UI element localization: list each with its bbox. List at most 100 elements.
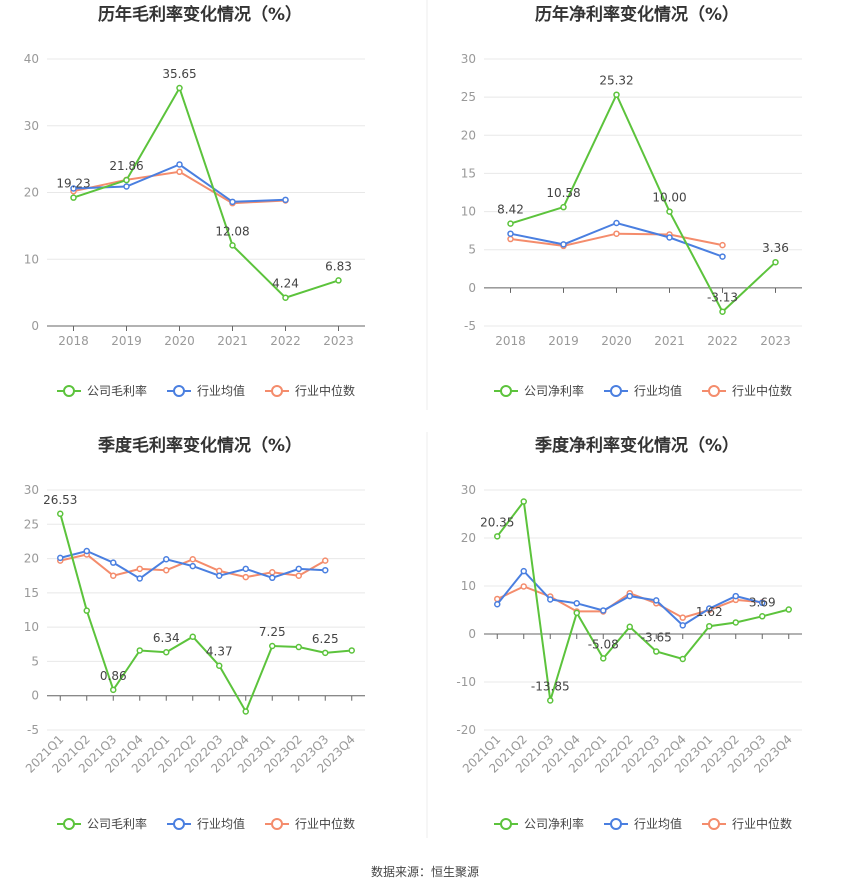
chart1-legend-label-2: 行业均值 [197, 383, 245, 398]
chart3-series1-point [110, 686, 117, 694]
chart3-data-label: 7.25 [259, 625, 286, 639]
chart4-series1-point [626, 623, 633, 631]
chart3-series3-point [189, 556, 196, 563]
chart3-ytick-label: -5 [27, 723, 39, 737]
chart1-ytick-label: 30 [24, 119, 39, 133]
chart2-legend-label-3: 行业中位数 [732, 383, 792, 398]
chart3-ytick-label: 0 [31, 689, 39, 703]
chart1-xtick-label: 2022 [270, 334, 301, 348]
data-source-note: 数据来源：恒生聚源 [371, 864, 479, 879]
chart4-series2-point [547, 596, 554, 603]
chart4-ytick-label: -10 [456, 675, 476, 689]
chart1-data-label: 6.83 [325, 259, 352, 273]
chart4-series2-point [573, 600, 580, 607]
chart4-series1-point [732, 619, 739, 626]
chart1-series2-point [176, 161, 183, 168]
chart4-series1-point [653, 648, 660, 655]
chart3-legend-marker-1 [63, 818, 75, 830]
chart4-series1-point [547, 697, 554, 704]
chart3-series3-point [110, 572, 117, 579]
chart2-xtick-label: 2018 [495, 334, 526, 348]
chart3-legend-label-2: 行业均值 [197, 816, 245, 831]
chart4-legend-marker-2 [610, 818, 622, 830]
chart4-series1-point [679, 655, 686, 663]
chart1-series1-point [176, 84, 183, 92]
chart3-data-label: 6.25 [312, 632, 339, 646]
chart3-series2-point [216, 572, 223, 579]
chart3-data-label: 4.37 [206, 645, 233, 659]
chart4-ytick-label: 0 [468, 627, 476, 641]
chart3-ytick-label: 10 [24, 620, 39, 634]
chart4-series2-point [679, 622, 686, 629]
chart1-ytick-label: 10 [24, 252, 39, 266]
chart1-series1-point [229, 242, 236, 249]
chart4-series1-point [494, 533, 501, 540]
chart1-series1-point [123, 176, 130, 184]
chart3-legend-label-3: 行业中位数 [295, 816, 355, 831]
chart4-series2-point [494, 600, 501, 608]
chart3-series1-point [322, 649, 329, 657]
chart2-xtick-label: 2022 [707, 334, 738, 348]
chart3-ytick-label: 25 [24, 517, 39, 531]
chart3-series2-point [163, 556, 170, 563]
chart4-series1-point [706, 622, 713, 630]
chart1-data-label: 19.23 [56, 177, 90, 191]
chart4-legend-label-3: 行业中位数 [732, 816, 792, 831]
chart3-series1-point [295, 643, 302, 651]
chart2-series1-point [719, 308, 726, 315]
chart4-series2-point [732, 592, 739, 600]
chart4-series1-point [573, 609, 580, 617]
chart2-series-line-1 [510, 92, 777, 314]
chart3-series2-point [322, 566, 329, 574]
chart3-series1-point [136, 647, 143, 654]
chart4-data-label: 1.62 [696, 605, 723, 619]
chart2-series2-point [560, 241, 567, 248]
chart3-ytick-label: 20 [24, 552, 39, 566]
chart2-legend-label-2: 行业均值 [634, 383, 682, 398]
chart3-legend-marker-2 [173, 818, 185, 830]
chart3-series-line-1 [59, 513, 352, 714]
chart3-series2-point [136, 575, 143, 582]
chart1-legend-marker-2 [173, 385, 185, 397]
chart3-series3-point [163, 566, 170, 574]
chart1-data-label: 4.24 [272, 277, 299, 291]
chart2-ytick-label: 0 [468, 281, 476, 295]
chart2-ytick-label: 20 [461, 128, 476, 142]
chart4-series2-point [520, 567, 527, 575]
chart3-series2-point [189, 562, 196, 570]
chart3-legend-label-1: 公司毛利率 [87, 816, 147, 831]
chart3-data-label: 6.34 [153, 631, 180, 645]
chart2-data-label: 25.32 [599, 74, 633, 88]
chart4-series2-point [759, 599, 766, 607]
chart1-series1-point [335, 277, 342, 284]
chart2-series1-point [507, 220, 514, 227]
chart1-series3-point [176, 168, 183, 176]
chart2-legend-marker-3 [708, 385, 720, 397]
chart2-xtick-label: 2020 [601, 334, 632, 348]
chart3-series3-point [136, 565, 143, 573]
chart2-series2-point [719, 253, 726, 260]
chart4-legend-label-1: 公司净利率 [524, 816, 584, 831]
chart2-ytick-label: 15 [461, 166, 476, 180]
chart1-data-label: 12.08 [215, 224, 249, 238]
chart3-series1-point [189, 633, 196, 640]
chart4-series1-point [759, 613, 766, 620]
chart4-legend-label-2: 行业均值 [634, 816, 682, 831]
chart1-legend-marker-1 [63, 385, 75, 397]
chart4-data-label: 3.69 [749, 595, 776, 609]
chart2-series1-point [666, 208, 673, 215]
chart2-xtick-label: 2019 [548, 334, 579, 348]
chart2-legend-marker-2 [610, 385, 622, 397]
chart1-series-line-1 [73, 85, 339, 299]
chart3-series3-point [295, 572, 302, 579]
chart2-legend-marker-1 [500, 385, 512, 397]
chart4-series2-point [706, 605, 713, 612]
chart2-ytick-label: 5 [468, 243, 476, 257]
chart1-legend-marker-3 [271, 385, 283, 397]
chart1-ytick-label: 20 [24, 186, 39, 200]
chart1-xtick-label: 2021 [217, 334, 248, 348]
chart3-ytick-label: 15 [24, 586, 39, 600]
chart1-series2-point [282, 196, 289, 204]
chart3-series1-point [83, 607, 90, 614]
chart2-xtick-label: 2023 [760, 334, 791, 348]
